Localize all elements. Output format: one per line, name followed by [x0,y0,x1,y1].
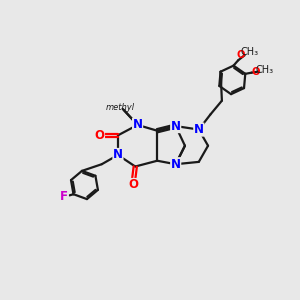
Text: O: O [128,178,138,191]
Text: N: N [113,148,123,161]
Text: O: O [94,129,104,142]
Text: N: N [194,123,204,136]
Text: N: N [133,118,142,131]
Text: O: O [237,50,245,60]
Text: CH₃: CH₃ [241,47,259,58]
Text: O: O [251,67,260,77]
Text: N: N [171,120,181,133]
Text: CH₃: CH₃ [256,65,274,75]
Text: methyl: methyl [106,103,135,112]
Text: F: F [60,190,68,203]
Text: N: N [171,158,181,171]
